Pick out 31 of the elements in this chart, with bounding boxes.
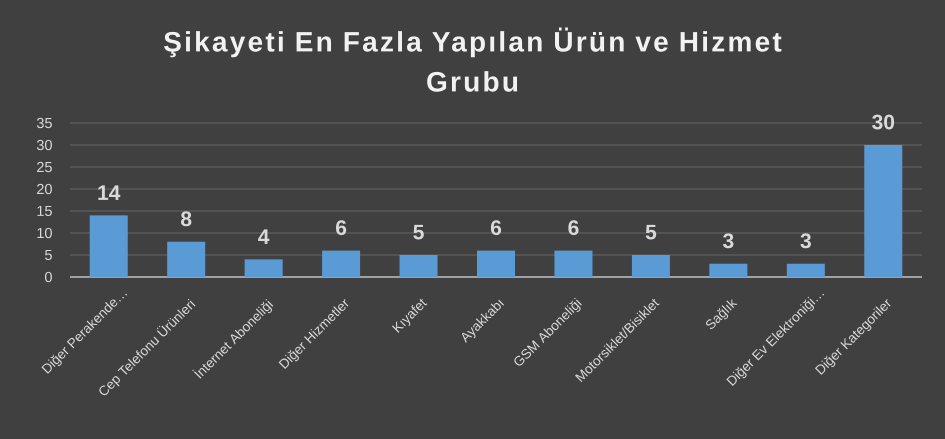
bar <box>709 264 748 277</box>
bar <box>632 255 670 277</box>
bar <box>400 255 438 277</box>
bar <box>90 215 128 277</box>
y-tick-label: 35 <box>36 118 52 128</box>
bar <box>477 250 516 277</box>
y-tick-label: 20 <box>37 184 52 194</box>
data-label: 6 <box>490 220 502 236</box>
data-label: 8 <box>181 211 192 226</box>
y-tick-label: 0 <box>44 272 52 282</box>
data-label: 5 <box>413 224 424 240</box>
bar <box>167 242 206 277</box>
data-label: 6 <box>568 220 579 236</box>
data-label: 30 <box>872 114 894 130</box>
y-tick-label: 15 <box>37 206 52 216</box>
bar <box>322 250 360 277</box>
bar <box>554 250 592 277</box>
chart-title: Şikayeti En Fazla Yapılan Ürün ve Hizmet Grubu <box>164 28 782 92</box>
bar <box>864 145 902 277</box>
data-label: 6 <box>336 220 346 236</box>
y-tick-label: 5 <box>44 250 52 260</box>
data-label: 3 <box>800 233 811 248</box>
data-label: 5 <box>646 224 656 240</box>
y-tick-label: 30 <box>36 140 52 150</box>
bar <box>786 264 825 277</box>
bar <box>244 259 283 277</box>
y-tick-label: 25 <box>37 162 52 172</box>
data-label: 4 <box>258 229 270 244</box>
y-tick-label: 10 <box>37 228 52 238</box>
data-label: 14 <box>98 185 120 200</box>
data-label: 3 <box>723 233 734 248</box>
